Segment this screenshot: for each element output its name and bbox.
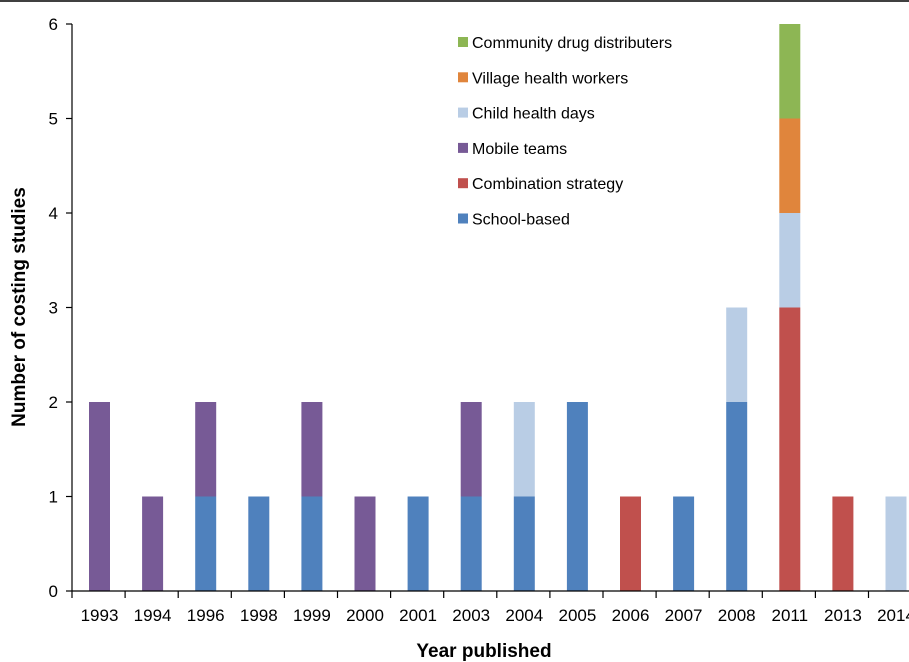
bar-segment-school-based-1996: [195, 496, 217, 591]
bar-segment-mobile-teams-1996: [195, 402, 217, 497]
bar-segment-school-based-1999: [301, 496, 323, 591]
legend-label: Combination strategy: [472, 176, 623, 193]
legend-label: Mobile teams: [472, 141, 567, 158]
y-tick-label: 4: [49, 204, 58, 223]
bar-segment-school-based-2007: [673, 496, 695, 591]
legend-swatch: [458, 72, 468, 83]
y-axis-title: Number of costing studies: [9, 187, 30, 427]
x-tick-label: 2014: [877, 606, 909, 625]
bar-segment-mobile-teams-1994: [142, 496, 164, 591]
bar-segment-school-based-2005: [566, 402, 588, 591]
y-tick-label: 0: [49, 582, 58, 601]
x-ticks-group: 1993 1994 1996 1998 1999 2000 2001 2003 2004 2005…: [71, 591, 909, 625]
bar-segment-combination-strategy-2011: [779, 307, 801, 591]
x-tick-label: 2004: [505, 606, 543, 625]
y-tick-label: 3: [49, 299, 58, 318]
x-tick-label: 2003: [452, 606, 490, 625]
legend-swatch: [458, 213, 468, 224]
x-tick-label: 1994: [134, 606, 172, 625]
bar-segment-school-based-2008: [726, 402, 748, 591]
bar-segment-school-based-2001: [407, 496, 429, 591]
bars-group: [89, 24, 907, 591]
legend-swatch: [458, 107, 468, 118]
x-tick-label: 2005: [558, 606, 596, 625]
y-tick-label: 2: [49, 393, 58, 412]
bar-segment-combination-strategy-2006: [620, 496, 641, 591]
bar-segment-school-based-2003: [460, 496, 482, 591]
x-tick-label: 2011: [772, 606, 809, 625]
bar-segment-mobile-teams-2003: [460, 402, 482, 497]
bar-segment-combination-strategy-2013: [832, 496, 854, 591]
bar-segment-child-health-days-2011: [779, 213, 801, 308]
bar-segment-child-health-days-2004: [513, 402, 535, 497]
y-ticks-group: 0 1 2 3 4 5 6: [49, 15, 72, 601]
x-tick-label: 1996: [187, 606, 225, 625]
bar-segment-mobile-teams-1999: [301, 402, 323, 497]
y-tick-label: 6: [49, 15, 58, 34]
legend: Community drug distributers Village healt…: [458, 35, 672, 229]
bar-segment-mobile-teams-1993: [89, 402, 110, 591]
x-tick-label: 1998: [240, 606, 278, 625]
y-tick-label: 1: [49, 488, 58, 507]
bar-segment-community-drug-distributers-2011: [779, 24, 801, 119]
x-tick-label: 1999: [293, 606, 331, 625]
bar-segment-mobile-teams-2000: [354, 496, 376, 591]
x-tick-label: 2000: [346, 606, 384, 625]
legend-swatch: [458, 178, 468, 189]
legend-swatch: [458, 37, 468, 47]
legend-label: Community drug distributers: [472, 35, 672, 52]
legend-label: Village health workers: [472, 70, 628, 87]
x-tick-label: 2001: [399, 606, 437, 625]
bar-segment-child-health-days-2014: [885, 496, 907, 591]
bar-segment-village-health-workers-2011: [779, 118, 801, 213]
legend-swatch: [458, 142, 468, 153]
x-axis-title: Year published: [416, 641, 551, 662]
legend-label: Child health days: [472, 106, 595, 123]
bar-segment-school-based-1998: [248, 496, 270, 591]
bar-segment-child-health-days-2008: [726, 307, 748, 402]
y-tick-label: 5: [49, 110, 58, 129]
bar-segment-school-based-2004: [513, 496, 535, 591]
x-tick-label: 1993: [81, 606, 119, 625]
x-tick-label: 2006: [612, 606, 650, 625]
legend-label: School-based: [472, 212, 570, 229]
x-tick-label: 2008: [718, 606, 756, 625]
x-tick-label: 2013: [824, 606, 862, 625]
x-tick-label: 2007: [665, 606, 703, 625]
